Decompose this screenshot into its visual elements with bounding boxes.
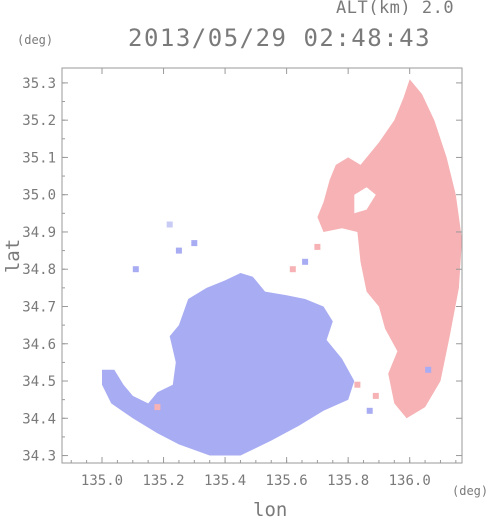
y-tick-label: 34.5	[22, 374, 56, 390]
echo-speckle	[132, 266, 139, 273]
x-tick-label: 135.2	[142, 473, 184, 489]
echo-speckle	[354, 381, 361, 388]
plot-frame	[61, 67, 463, 464]
y-tick-label: 34.9	[22, 225, 56, 241]
blue-echo-southwest	[102, 273, 355, 456]
timestamp-title: 2013/05/29 02:48:43	[128, 24, 432, 52]
echo-speckle	[154, 404, 161, 411]
echo-speckle	[191, 240, 198, 247]
y-tick-label: 35.0	[22, 188, 56, 204]
x-tick-label: 135.4	[204, 473, 246, 489]
y-unit-label: (deg)	[17, 33, 54, 47]
echo-speckle	[425, 366, 432, 373]
x-tick-label: 135.8	[327, 473, 369, 489]
gap-inside-red-echo	[354, 187, 376, 214]
echo-speckle	[289, 266, 296, 273]
x-tick-label: 136.0	[389, 473, 431, 489]
echo-speckle	[366, 407, 373, 414]
y-tick-label: 35.3	[22, 76, 56, 92]
x-unit-label: (deg)	[452, 484, 489, 498]
y-tick-label: 35.2	[22, 113, 56, 129]
echo-layer	[102, 79, 462, 456]
red-echo-northeast	[317, 79, 462, 419]
echo-speckle	[302, 258, 309, 265]
x-tick-label: 135.6	[266, 473, 308, 489]
echo-speckle	[175, 247, 182, 254]
y-tick-label: 34.6	[22, 337, 56, 353]
echo-speckle	[372, 392, 379, 399]
y-tick-label: 35.1	[22, 150, 56, 166]
y-tick-label: 34.7	[22, 299, 56, 315]
x-axis-label: lon	[253, 499, 288, 521]
axis-layer: 135.0 135.2 135.4 135.6 135.8 136.0 34.3 34.4 34…	[22, 67, 463, 489]
echo-speckle	[314, 243, 321, 250]
altitude-label: ALT(km) 2.0	[336, 0, 455, 18]
y-tick-label: 34.4	[22, 411, 56, 427]
y-tick-label: 34.8	[22, 262, 56, 278]
x-tick-label: 135.0	[81, 473, 123, 489]
y-tick-label: 34.3	[22, 449, 56, 465]
echo-speckle	[166, 221, 173, 228]
